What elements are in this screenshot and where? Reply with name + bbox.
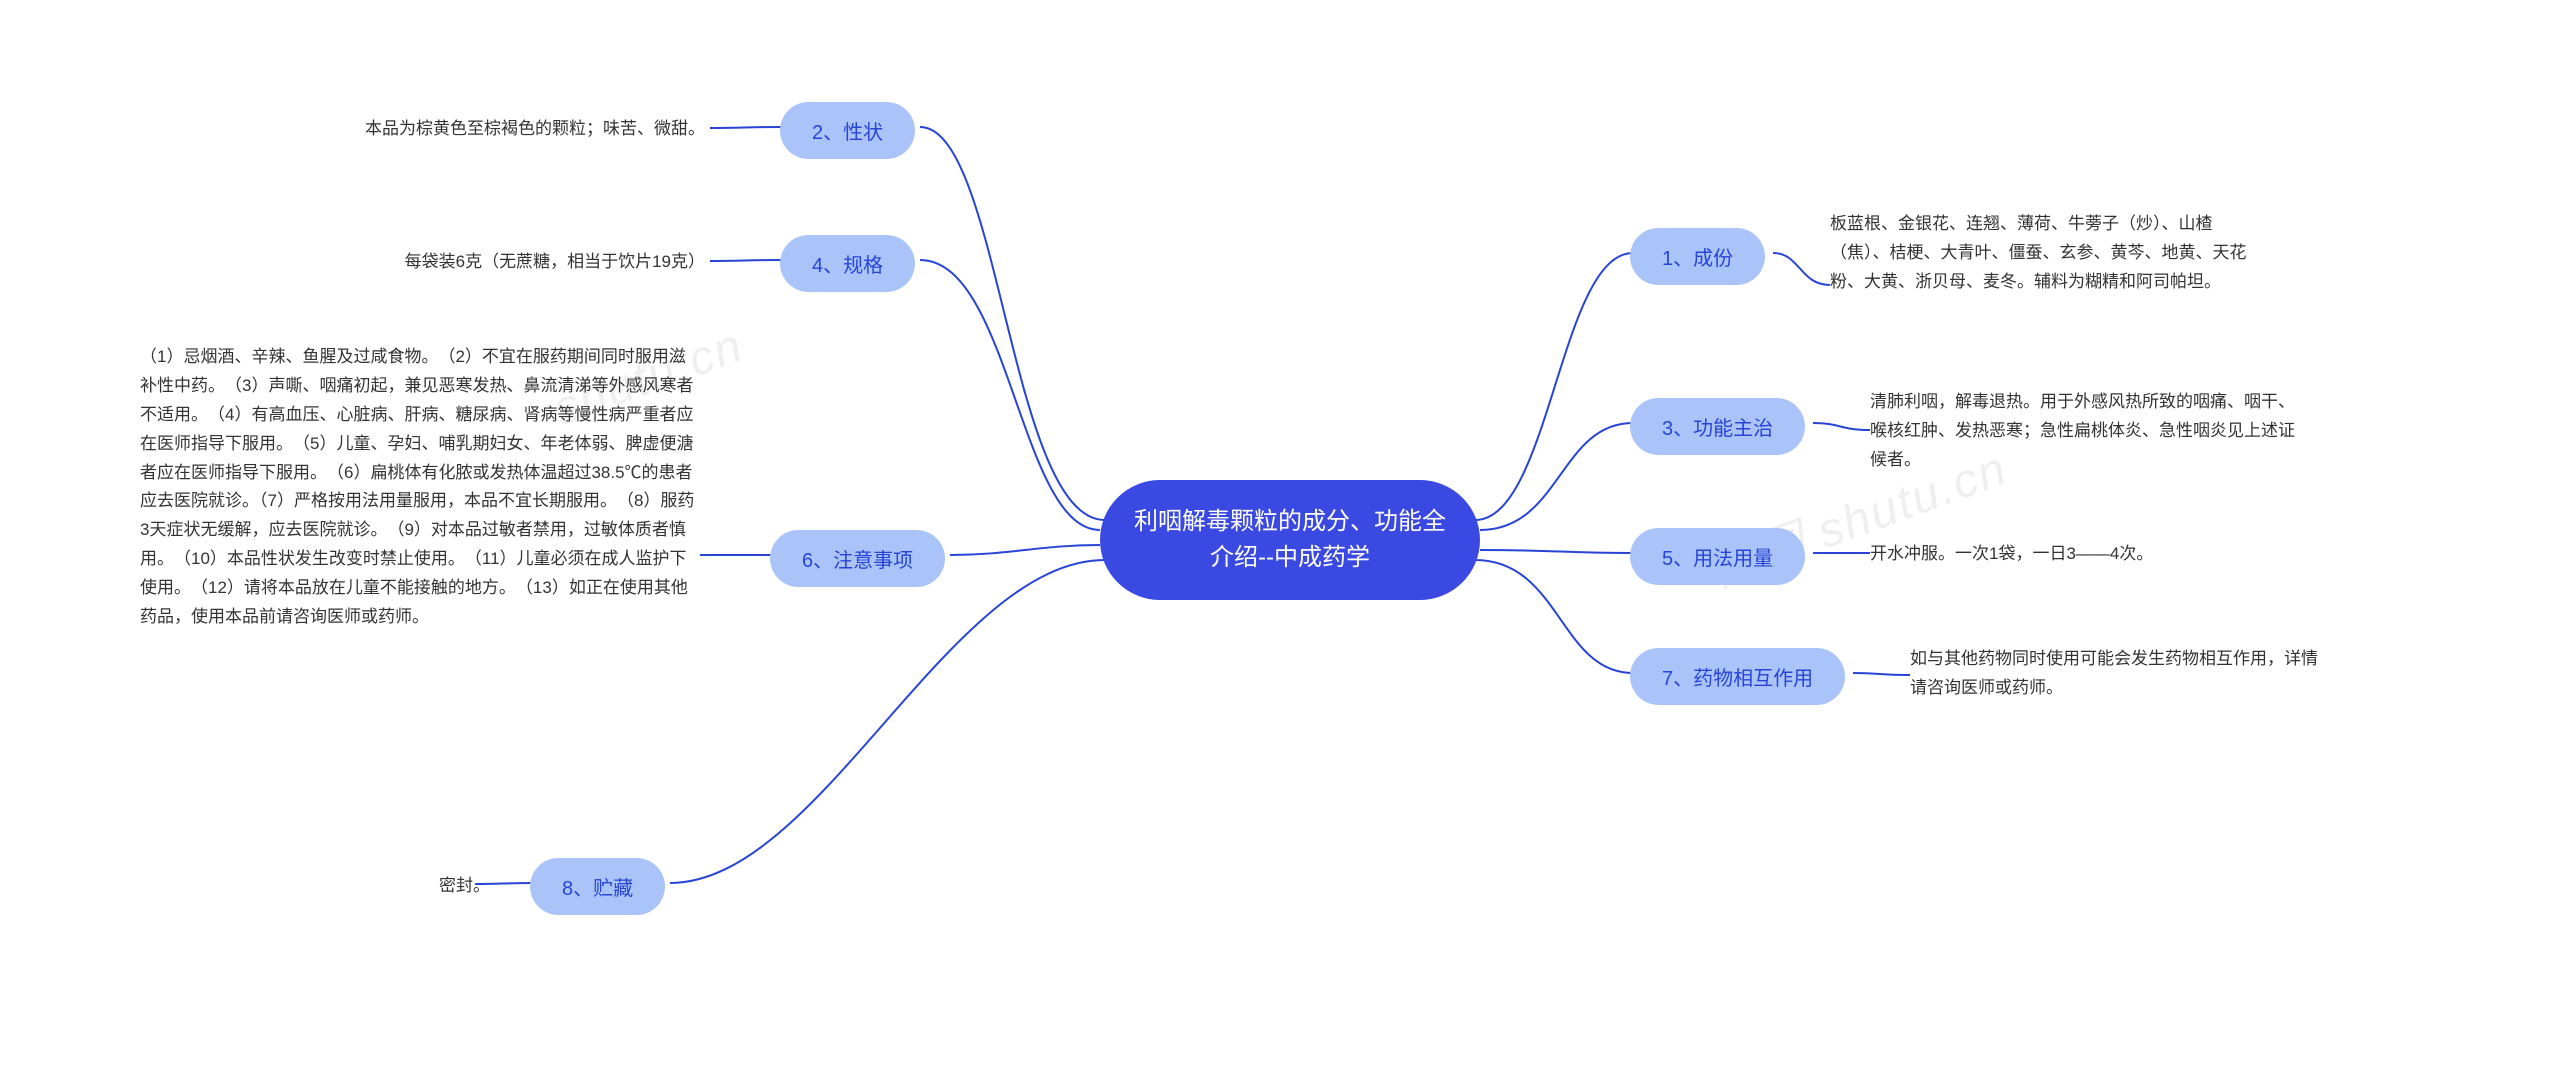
- branch-r1: 1、成份: [1630, 228, 1765, 285]
- branch-l6-label: 6、注意事项: [802, 544, 913, 573]
- leaf-l6: （1）忌烟酒、辛辣、鱼腥及过咸食物。 （2）不宜在服药期间同时服用滋补性中药。 …: [140, 343, 695, 632]
- leaf-r7: 如与其他药物同时使用可能会发生药物相互作用，详情请咨询医师或药师。: [1910, 645, 2330, 703]
- branch-r7: 7、药物相互作用: [1630, 648, 1845, 705]
- branch-l8-label: 8、贮藏: [562, 872, 633, 901]
- branch-r3: 3、功能主治: [1630, 398, 1805, 455]
- branch-r5-label: 5、用法用量: [1662, 542, 1773, 571]
- branch-l6: 6、注意事项: [770, 530, 945, 587]
- center-title: 利咽解毒颗粒的成分、功能全介绍--中成药学: [1130, 504, 1450, 576]
- branch-l2: 2、性状: [780, 102, 915, 159]
- branch-r7-label: 7、药物相互作用: [1662, 662, 1813, 691]
- branch-l8: 8、贮藏: [530, 858, 665, 915]
- branch-r3-label: 3、功能主治: [1662, 412, 1773, 441]
- branch-l2-label: 2、性状: [812, 116, 883, 145]
- branch-l4: 4、规格: [780, 235, 915, 292]
- branch-l4-label: 4、规格: [812, 249, 883, 278]
- leaf-r5: 开水冲服。一次1袋，一日3——4次。: [1870, 540, 2310, 569]
- leaf-r3: 清肺利咽，解毒退热。用于外感风热所致的咽痛、咽干、喉核红肿、发热恶寒；急性扁桃体…: [1870, 388, 2310, 475]
- leaf-r1: 板蓝根、金银花、连翘、薄荷、牛蒡子（炒）、山楂（焦）、桔梗、大青叶、僵蚕、玄参、…: [1830, 210, 2270, 297]
- leaf-l4: 每袋装6克（无蔗糖，相当于饮片19克）: [265, 248, 705, 277]
- leaf-l8: 密封。: [410, 872, 490, 901]
- branch-r5: 5、用法用量: [1630, 528, 1805, 585]
- branch-r1-label: 1、成份: [1662, 242, 1733, 271]
- center-node: 利咽解毒颗粒的成分、功能全介绍--中成药学: [1100, 480, 1480, 600]
- leaf-l2: 本品为棕黄色至棕褐色的颗粒；味苦、微甜。: [205, 115, 705, 144]
